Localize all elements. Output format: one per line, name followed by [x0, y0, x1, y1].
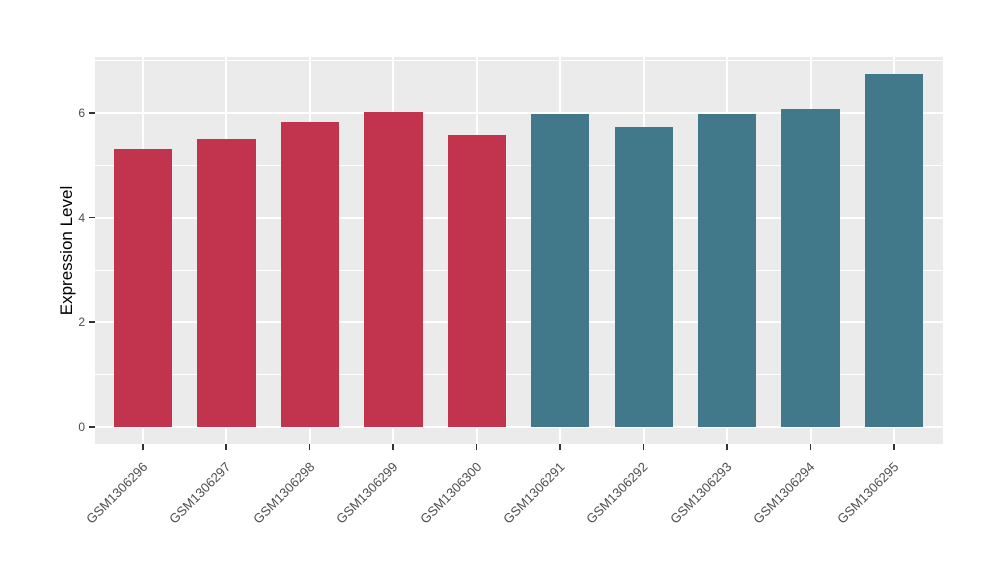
x-tick-label: GSM1306300 — [416, 459, 485, 527]
x-tick-label: GSM1306293 — [667, 459, 735, 527]
bar-GSM1306294 — [781, 108, 840, 427]
gridline-minor — [95, 374, 943, 376]
gridline-minor — [95, 60, 943, 62]
x-tick-mark — [142, 444, 144, 450]
gridline-major — [95, 112, 943, 115]
gridline-major — [95, 321, 943, 324]
bar-GSM1306297 — [197, 139, 256, 427]
x-tick-label: GSM1306297 — [166, 459, 234, 527]
bar-GSM1306293 — [697, 114, 757, 427]
x-tick-mark — [308, 444, 311, 450]
bar-GSM1306296 — [113, 149, 173, 427]
x-tick-label: GSM1306292 — [583, 459, 652, 527]
x-tick-mark — [225, 444, 227, 450]
x-tick-label: GSM1306295 — [834, 459, 902, 527]
x-tick-label: GSM1306299 — [333, 459, 401, 527]
bar-GSM1306300 — [447, 134, 506, 427]
x-tick-label: GSM1306298 — [249, 459, 318, 527]
gridline-major — [95, 426, 943, 428]
x-tick-mark — [809, 444, 812, 450]
x-tick-mark — [726, 444, 728, 450]
bar-GSM1306295 — [864, 73, 924, 427]
bar-GSM1306299 — [364, 111, 423, 427]
y-tick-mark — [89, 321, 95, 323]
y-tick-label: 4 — [78, 210, 85, 225]
y-tick-label: 0 — [78, 420, 85, 434]
y-tick-mark — [89, 426, 95, 428]
bar-GSM1306298 — [280, 121, 340, 427]
gridline-minor — [95, 269, 943, 271]
x-tick-label: GSM1306296 — [82, 459, 151, 527]
plot-panel — [95, 57, 943, 444]
x-tick-mark — [642, 444, 645, 450]
y-axis-title: Expression Level — [56, 185, 76, 316]
x-tick-mark — [475, 444, 478, 450]
bar-GSM1306291 — [531, 114, 590, 427]
y-tick-mark — [89, 216, 95, 219]
x-tick-mark — [392, 444, 394, 450]
gridline-minor — [95, 164, 943, 166]
bar-GSM1306292 — [614, 127, 673, 427]
y-tick-label: 2 — [78, 315, 85, 330]
gridline-major — [95, 216, 943, 219]
y-tick-label: 6 — [78, 106, 85, 121]
x-tick-label: GSM1306291 — [500, 459, 568, 527]
y-tick-mark — [89, 112, 95, 114]
x-tick-label: GSM1306294 — [750, 459, 818, 527]
x-tick-mark — [893, 444, 895, 450]
x-tick-mark — [559, 444, 561, 450]
